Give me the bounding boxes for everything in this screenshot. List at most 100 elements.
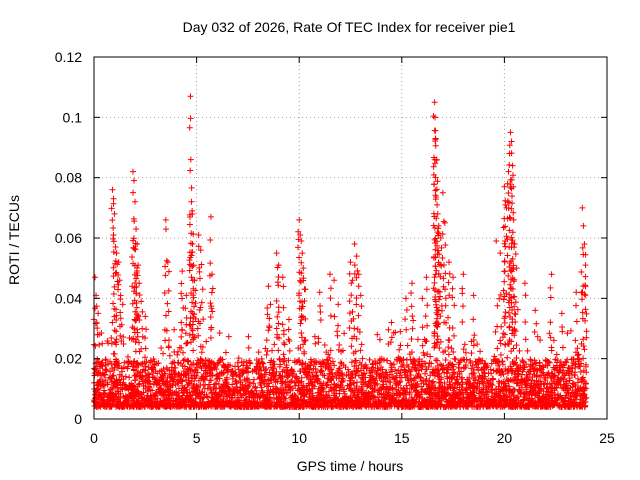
data-point [577, 363, 584, 370]
data-point [96, 331, 103, 338]
data-point [509, 229, 516, 236]
data-point [146, 383, 152, 390]
data-point [227, 362, 234, 369]
data-point [109, 373, 116, 380]
data-point [302, 337, 309, 344]
data-point [504, 198, 511, 205]
data-point [355, 283, 362, 290]
data-point [299, 299, 306, 306]
data-point [178, 326, 185, 333]
data-point [547, 319, 554, 326]
data-point [165, 344, 172, 351]
data-point [143, 326, 150, 333]
data-point [196, 268, 203, 275]
data-point [505, 168, 512, 175]
data-point [513, 265, 520, 272]
data-point [580, 222, 587, 229]
data-point [551, 366, 558, 373]
data-point [161, 289, 168, 296]
data-point [199, 286, 206, 293]
data-point [271, 361, 278, 368]
data-point [270, 369, 277, 376]
data-point [318, 367, 325, 374]
data-point [450, 363, 457, 370]
data-point [450, 274, 457, 281]
data-point [134, 241, 141, 248]
data-point [510, 216, 517, 223]
data-point [275, 282, 282, 289]
data-point [175, 370, 182, 377]
data-point [136, 348, 143, 355]
data-point [397, 384, 404, 391]
data-point [102, 372, 109, 379]
data-point [306, 366, 313, 373]
data-point [389, 368, 396, 375]
data-point [142, 363, 149, 370]
data-point [404, 342, 411, 349]
data-point [309, 382, 316, 389]
data-point [102, 390, 109, 397]
data-point [235, 355, 242, 362]
data-point [494, 302, 501, 309]
data-point [183, 371, 190, 378]
data-point [445, 314, 452, 321]
data-point [215, 381, 222, 388]
data-point [271, 341, 278, 348]
data-point [471, 332, 478, 339]
data-point [188, 198, 195, 205]
data-point [205, 381, 212, 388]
data-point [489, 389, 496, 396]
data-point [351, 325, 358, 332]
data-point [410, 317, 417, 324]
data-point [110, 300, 117, 307]
data-point [105, 340, 112, 347]
data-point [541, 381, 548, 388]
data-point [520, 359, 527, 366]
data-point [331, 362, 338, 369]
data-point [501, 278, 508, 285]
data-point [280, 331, 287, 338]
data-point [94, 325, 101, 332]
data-point [197, 304, 204, 311]
data-point [255, 370, 262, 377]
data-point [375, 397, 382, 404]
data-point [349, 308, 356, 315]
data-point [436, 296, 443, 303]
data-point [131, 245, 138, 252]
data-point [419, 342, 426, 349]
data-point [285, 326, 292, 333]
data-point [305, 372, 312, 379]
data-point [107, 368, 114, 375]
data-point [207, 314, 214, 321]
data-point [134, 272, 141, 279]
data-point [297, 231, 304, 238]
data-point [548, 384, 555, 391]
data-point [197, 247, 204, 254]
data-point [582, 283, 589, 290]
data-point [508, 205, 515, 212]
data-point [183, 340, 190, 347]
data-point [267, 301, 274, 308]
data-point [499, 361, 506, 368]
data-point [144, 370, 151, 377]
data-point [195, 243, 202, 250]
data-point [187, 315, 194, 322]
data-point [449, 285, 456, 292]
data-point [312, 365, 319, 372]
data-point [576, 385, 583, 392]
data-point [459, 303, 466, 310]
y-tick-label: 0.08 [55, 170, 82, 186]
data-point [265, 327, 272, 334]
data-point [222, 349, 229, 356]
data-point [433, 186, 440, 193]
data-point [301, 297, 308, 304]
data-point [339, 370, 346, 377]
data-point [118, 368, 125, 375]
data-point [522, 292, 529, 299]
data-point [551, 372, 558, 379]
data-point [440, 261, 447, 268]
data-point [527, 357, 534, 364]
data-point [153, 390, 160, 397]
data-point [187, 240, 194, 247]
data-point [356, 329, 363, 336]
